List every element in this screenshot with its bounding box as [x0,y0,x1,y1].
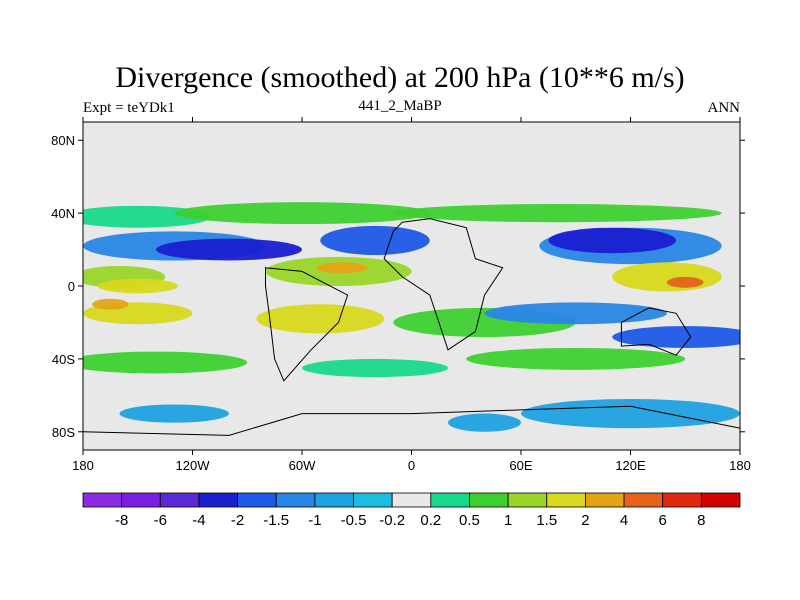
field-cell-22 [302,358,448,378]
field-cell-9 [97,278,178,294]
x-tick-label-1: 120W [176,458,211,473]
field-cell-19 [612,326,740,348]
field-cell-18 [484,302,667,325]
y-tick-label-0: 80N [51,133,75,148]
colorbar-box-2 [159,492,200,508]
y-tick-label-4: 80S [52,425,75,440]
colorbar-label-13: 4 [620,512,628,529]
colorbar-label-6: -0.5 [341,512,367,529]
field-cell-24 [521,398,740,429]
colorbar-box-4 [237,492,277,508]
colorbar-box-6 [314,492,354,508]
experiment-label: Expt = teYDk1 [83,100,175,116]
coastline-2 [620,307,692,356]
y-tick-label-2: 0 [68,279,75,294]
colorbar-box-5 [275,492,316,508]
field-cell-12 [612,262,722,292]
colorbar-box-10 [469,492,509,508]
colorbar-box-9 [430,492,470,508]
field-cell-23 [119,404,229,423]
colorbar-box-7 [353,492,393,508]
field-cell-3 [156,238,302,261]
colorbar-label-7: -0.2 [379,512,405,529]
colorbar-label-5: -1 [308,512,321,529]
x-tick-label-5: 120E [615,458,646,473]
coastline-3 [83,405,740,436]
colorbar-label-1: -6 [154,512,167,529]
field-cell-25 [448,413,521,432]
y-tick-label-1: 40N [51,206,75,221]
field-cell-4 [320,225,430,256]
colorbar-box-14 [623,492,664,508]
colorbar-box-1 [121,492,161,508]
colorbar-box-12 [546,492,586,508]
coastline-0 [383,218,504,351]
field-cell-6 [548,227,677,254]
colorbar-label-11: 1.5 [536,512,557,529]
colorbar-label-15: 8 [697,512,705,529]
field-cell-20 [83,351,248,374]
colorbar-box-0 [82,492,123,508]
coastline-1 [265,267,349,382]
field-band-0 [83,122,740,192]
colorbar-box-8 [391,492,432,508]
colorbar-label-10: 1 [504,512,512,529]
colorbar-box-15 [662,492,702,508]
field-cell-21 [466,347,686,370]
y-tick-label-3: 40S [52,352,75,367]
colorbar-box-11 [507,492,548,508]
colorbar-box-16 [700,492,741,508]
colorbar-label-12: 2 [581,512,589,529]
colorbar-label-9: 0.5 [459,512,480,529]
season-label: ANN [707,100,741,116]
x-tick-label-0: 180 [72,458,94,473]
chart-title: Divergence (smoothed) at 200 hPa (10**6 … [115,61,685,94]
x-tick-label-4: 60E [509,458,532,473]
case-label: 441_2_MaBP [358,98,442,114]
field-band-1 [83,446,740,450]
field-cell-15 [92,298,129,310]
colorbar-label-4: -1.5 [263,512,289,529]
x-tick-label-6: 180 [729,458,751,473]
field-cell-1 [174,202,430,225]
colorbar-box-3 [198,492,238,508]
field-cell-13 [667,276,704,288]
x-tick-label-2: 60W [289,458,316,473]
colorbar-label-0: -8 [115,512,128,529]
colorbar-label-3: -2 [231,512,244,529]
colorbar-box-13 [585,492,625,508]
colorbar-label-8: 0.2 [420,512,441,529]
colorbar-label-14: 6 [659,512,667,529]
x-tick-label-3: 0 [408,458,415,473]
field-cell-11 [316,262,368,274]
field-cell-7 [393,204,722,223]
colorbar-label-2: -4 [192,512,205,529]
field-cell-16 [256,304,385,334]
